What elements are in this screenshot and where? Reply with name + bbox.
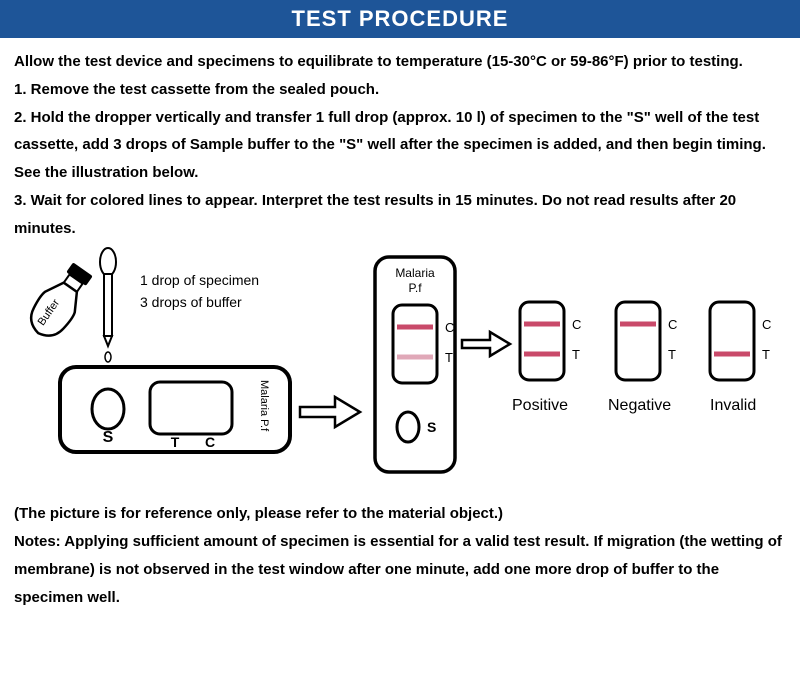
- svg-text:S: S: [103, 429, 114, 446]
- invalid-result-icon: C T: [710, 302, 771, 380]
- svg-text:Malaria: Malaria: [395, 266, 435, 280]
- header-title: TEST PROCEDURE: [0, 0, 800, 38]
- negative-result-icon: C T: [616, 302, 677, 380]
- svg-text:S: S: [427, 419, 436, 435]
- svg-text:T: T: [572, 347, 580, 362]
- svg-text:P.f: P.f: [408, 281, 422, 295]
- svg-text:C: C: [762, 317, 771, 332]
- procedure-diagram: Buffer S T C Malaria P.f: [0, 242, 800, 492]
- step-3: 3. Wait for colored lines to appear. Int…: [14, 187, 786, 243]
- drop-buffer-label: 3 drops of buffer: [140, 294, 242, 310]
- buffer-bottle-icon: Buffer: [23, 259, 99, 345]
- svg-text:T: T: [171, 434, 180, 450]
- instructions-block: Allow the test device and specimens to e…: [0, 38, 800, 242]
- horizontal-cassette-icon: S T C: [60, 367, 290, 452]
- notes-text: Notes: Applying sufficient amount of spe…: [14, 528, 786, 611]
- cassette-product-label: Malaria P.f: [258, 380, 270, 431]
- reference-note: (The picture is for reference only, plea…: [14, 500, 786, 528]
- intro-text: Allow the test device and specimens to e…: [14, 48, 786, 76]
- svg-text:C: C: [445, 320, 454, 335]
- arrow-right-icon: [300, 397, 360, 427]
- svg-text:T: T: [668, 347, 676, 362]
- svg-text:C: C: [572, 317, 581, 332]
- step-1: 1. Remove the test cassette from the sea…: [14, 76, 786, 104]
- arrow-right-icon-2: [462, 332, 510, 356]
- svg-text:T: T: [445, 350, 453, 365]
- invalid-label: Invalid: [710, 397, 756, 415]
- step-2: 2. Hold the dropper vertically and trans…: [14, 104, 786, 187]
- footer-block: (The picture is for reference only, plea…: [0, 492, 800, 611]
- positive-result-icon: C T: [520, 302, 581, 380]
- negative-label: Negative: [608, 397, 671, 415]
- vertical-cassette-icon: Malaria P.f C T S: [375, 257, 455, 472]
- svg-text:T: T: [762, 347, 770, 362]
- svg-text:C: C: [668, 317, 677, 332]
- positive-label: Positive: [512, 397, 568, 415]
- dropper-icon: [100, 248, 116, 362]
- svg-text:C: C: [205, 434, 215, 450]
- drop-specimen-label: 1 drop of specimen: [140, 272, 259, 288]
